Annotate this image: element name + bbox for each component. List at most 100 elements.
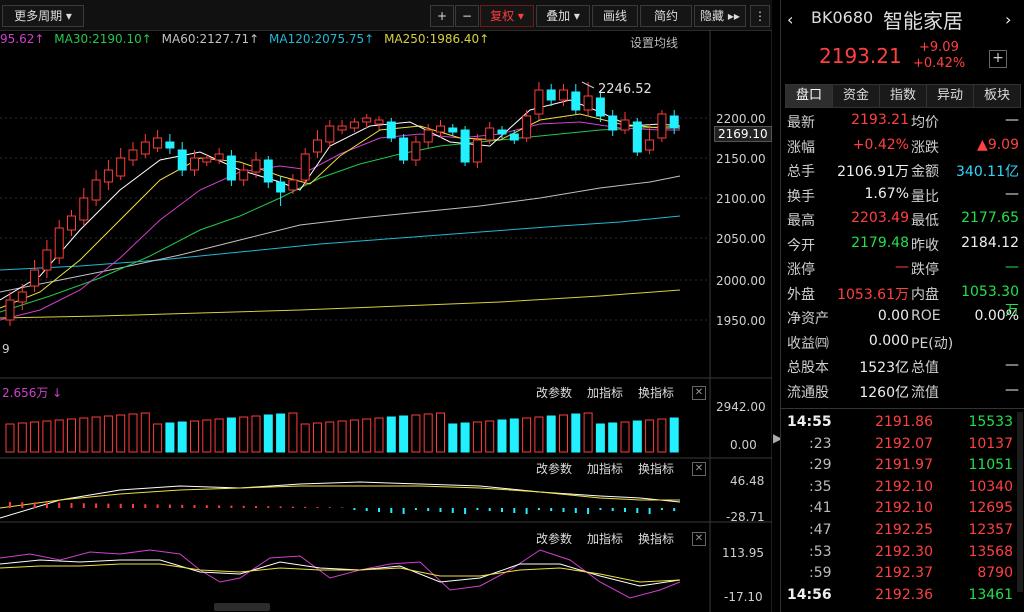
candle-body [669,115,679,129]
collapse-panel-icon[interactable]: ▶ [773,431,783,445]
macd-bar [181,504,184,508]
volume-bar [386,416,396,453]
stat-key: 昨收 [911,237,939,254]
kdj-swap-button[interactable]: 换指标 [638,532,675,546]
tick-time: 14:55 [787,414,832,430]
macd-bar [611,508,614,511]
chart-scrollbar[interactable] [214,603,270,611]
volume-bar [411,414,421,453]
macd-bar [70,503,73,508]
macd-add-button[interactable]: 加指标 [587,462,624,476]
candle-body [153,137,163,149]
macd-bar [464,508,467,514]
fuquan-dropdown[interactable]: 复权 ▾ [480,5,534,27]
overlay-label: 叠加 [546,9,571,23]
overlay-dropdown[interactable]: 叠加 ▾ [536,5,590,27]
volume-bar [42,420,52,453]
macd-bar [132,504,134,508]
tick-volume: 13568 [968,543,1013,560]
volume-bar [349,419,359,453]
hide-button[interactable]: 隐藏 ▸▸ [694,5,746,27]
price-axis-2050: 2050.00 [716,232,766,246]
stats-row: 最高 2203.49 最低 2177.65 [787,210,1019,234]
stat-value: 2193.21 [851,112,909,128]
tab-bankuai[interactable]: 板块 [973,84,1021,108]
macd-bar [660,508,663,510]
candle-body [485,127,495,141]
stat-value: 1053.61万 [837,286,909,303]
simple-button[interactable]: 简约 [640,5,692,27]
period-dropdown[interactable]: 更多周期 ▾ [2,5,84,27]
candle-body [5,299,15,321]
draw-button[interactable]: 画线 [592,5,638,27]
macd-bar [230,505,233,508]
volume-swap-button[interactable]: 换指标 [638,386,675,400]
stats-row: 换手 1.67% 量比 — [787,186,1019,210]
volume-bar [17,422,27,453]
volume-bar [436,412,445,453]
ma-first-value: 95.62 [0,32,35,46]
macd-bar [33,502,36,508]
kdj-params-button[interactable]: 改参数 [536,532,573,546]
volume-bar [669,417,679,453]
candle-body [251,159,261,173]
ma20-line [0,121,680,321]
candle-body [509,133,519,141]
candle-body [472,139,482,163]
volume-bar [313,422,322,453]
macd-params-button[interactable]: 改参数 [536,462,573,476]
volume-bar [546,415,556,453]
macd-bar [562,508,565,512]
ma30-line [0,125,681,313]
macd-bar [193,505,196,508]
volume-close-icon[interactable]: ✕ [692,386,706,400]
macd-close-icon[interactable]: ✕ [692,462,706,476]
tick-time: :35 [809,478,832,495]
volume-bar [460,422,470,453]
price-change: +9.09 [919,40,959,55]
stat-key: 涨停 [787,262,815,278]
volume-bar [116,414,126,453]
ma-settings-link[interactable]: 设置均线 [630,36,679,50]
stats-row: 外盘 1053.61万 内盘 1053.30万 [787,284,1019,319]
tab-zijin[interactable]: 资金 [832,84,880,108]
macd-swap-button[interactable]: 换指标 [638,462,675,476]
macd-bar [378,508,380,512]
stat-key: 今开 [787,237,815,254]
tab-zhishu[interactable]: 指数 [879,84,927,108]
kdj-close-icon[interactable]: ✕ [692,532,706,546]
candle-body [436,125,445,133]
macd-bar [574,508,577,513]
macd-bar [550,508,553,511]
volume-bar [91,416,101,453]
volume-add-button[interactable]: 加指标 [587,386,624,400]
macd-bar [587,508,590,514]
kdj-add-button[interactable]: 加指标 [587,532,624,546]
add-watchlist-icon[interactable]: + [989,50,1007,68]
stat-value: 1523亿 [859,360,909,376]
period-label: 更多周期 [14,9,63,23]
candle-body [276,181,286,193]
volume-bar [202,419,212,453]
toolbar-expand-icon[interactable]: ⋮ [750,5,770,27]
back-icon[interactable]: ‹ [787,10,794,29]
volume-bar [79,417,89,453]
tick-price: 2192.10 [875,500,933,517]
kline-chart[interactable]: 2246.52 [0,30,772,612]
tab-yidong[interactable]: 异动 [926,84,974,108]
volume-bar [251,415,261,453]
tick-scrollbar[interactable] [1017,412,1023,592]
candle-body [546,89,556,101]
stat-key: 换手 [787,188,815,205]
volume-params-button[interactable]: 改参数 [536,386,573,400]
tab-pankou[interactable]: 盘口 [785,84,833,108]
candle-body [349,121,359,129]
macd-bar [427,508,430,511]
zoom-in-button[interactable]: + [430,5,454,27]
volume-bar [657,418,667,453]
stat-value: 2106.91万 [837,164,909,180]
next-icon[interactable]: › [1005,10,1012,29]
zoom-out-button[interactable]: − [455,5,479,27]
tick-row: 14:56 2192.36 13461 [787,587,1019,609]
candle-body [300,153,310,181]
